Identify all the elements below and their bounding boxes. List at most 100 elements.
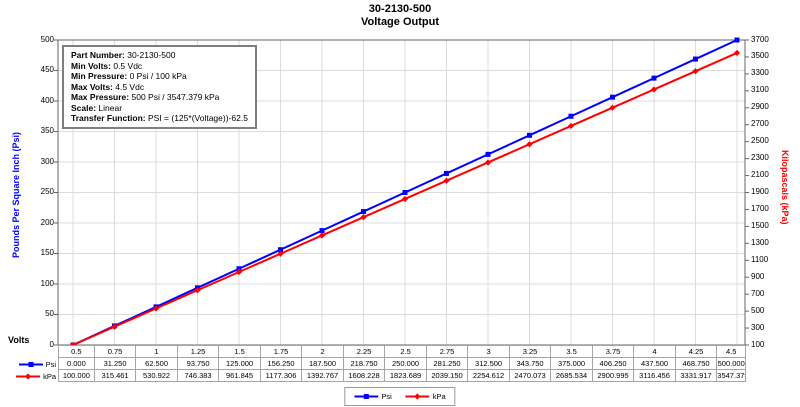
x-axis-title: Volts (8, 335, 30, 345)
x-tick-label: 4 (633, 345, 676, 358)
table-cell: 315.461 (93, 369, 137, 382)
table-cell: 530.922 (135, 369, 178, 382)
row-label-text: kPa (43, 371, 56, 381)
table-cell: 125.000 (218, 357, 261, 370)
x-tick-label: 4.25 (674, 345, 718, 358)
chart-title-line2: Voltage Output (360, 16, 439, 28)
right-axis-tick-label: 1300 (751, 237, 769, 247)
blue-square-marker-icon (18, 361, 43, 367)
x-tick-label: 0.5 (58, 345, 95, 358)
table-cell: 500.000 (716, 357, 747, 370)
table-cell: 156.250 (259, 357, 303, 370)
table-cell: 343.750 (508, 357, 552, 370)
table-cell: 746.383 (176, 369, 220, 382)
table-cell: 218.750 (342, 357, 386, 370)
chart-title-line1: 30-2130-500 (368, 3, 432, 15)
info-line: Min Pressure: 0 Psi / 100 kPa (71, 71, 187, 81)
row-label-text: Psi (45, 359, 56, 369)
info-line: Max Pressure: 500 Psi / 3547.379 kPa (71, 92, 220, 102)
right-axis-tick-label: 1900 (751, 187, 769, 196)
left-axis-tick-label: 300 (40, 156, 54, 166)
table-cell: 2470.073 (508, 369, 552, 382)
x-tick-label: 2.25 (342, 345, 386, 358)
x-tick-label: 3.25 (508, 345, 552, 358)
table-row-label-psi: Psi (0, 358, 56, 370)
table-cell: 312.500 (467, 357, 510, 370)
table-cell: 437.500 (633, 357, 676, 370)
table-cell: 1392.767 (301, 369, 344, 382)
table-cell: 250.000 (384, 357, 427, 370)
table-cell: 100.000 (58, 369, 95, 382)
legend-item-kpa: kPa (405, 392, 446, 401)
left-axis-tick-label: 0 (49, 339, 54, 349)
table-cell: 2254.612 (467, 369, 510, 382)
x-tick-label: 0.75 (93, 345, 137, 358)
table-cell: 3547.379 (716, 369, 747, 382)
chart-title: 30-2130-500 Voltage Output (0, 3, 800, 29)
x-tick-label: 4.5 (716, 345, 747, 358)
table-cell: 3116.456 (633, 369, 676, 382)
data-table: 0.5 0.75 1 1.25 1.5 1.75 2 2.25 2.5 2.75 3 3.25 3.5 3… (58, 345, 747, 382)
table-cell: 62.500 (135, 357, 178, 370)
left-axis-tick-label: 500 (40, 34, 54, 44)
right-axis-tick-label: 100 (751, 339, 765, 349)
right-axis-tick-label: 3100 (751, 85, 769, 95)
legend-label: kPa (432, 392, 446, 401)
x-tick-label: 1.25 (176, 345, 220, 358)
table-cell: 406.250 (591, 357, 635, 370)
right-axis-tick-label: 3500 (751, 51, 769, 61)
right-axis-tick-label: 1100 (751, 254, 769, 264)
left-axis-tick-label: 100 (40, 278, 54, 288)
right-axis-tick-label: 2100 (751, 170, 769, 180)
right-axis-tick-label: 2900 (751, 102, 769, 112)
right-axis-tick-label: 900 (751, 271, 765, 281)
left-axis-tick-label: 400 (40, 95, 54, 105)
left-axis-tick-label: 350 (40, 126, 54, 135)
table-row-kpa: 100.000 315.461 530.922 746.383 961.845 1177.… (58, 369, 747, 382)
legend: Psi kPa (344, 387, 456, 406)
info-box: Part Number: 30-2130-500 Min Volts: 0.5 V… (62, 45, 257, 129)
table-cell: 961.845 (218, 369, 261, 382)
x-tick-label: 3.5 (550, 345, 593, 358)
x-tick-label: 1 (135, 345, 178, 358)
info-line: Min Volts: 0.5 Vdc (71, 60, 143, 71)
right-axis-tick-label: 500 (751, 305, 765, 315)
x-tick-label: 2.5 (384, 345, 427, 358)
info-line: Scale: Linear (71, 102, 123, 113)
right-axis-tick-label: 1500 (751, 220, 769, 230)
table-cell: 281.250 (425, 357, 469, 370)
x-tick-label: 1.5 (218, 345, 261, 358)
table-row-psi: 0.000 31.250 62.500 93.750 125.000 156.250 187… (58, 357, 747, 370)
right-axis-tick-label: 1700 (751, 203, 769, 213)
x-tick-label: 1.75 (259, 345, 303, 358)
table-header-row: 0.5 0.75 1 1.25 1.5 1.75 2 2.25 2.5 2.75 3 3.25 3.5 3… (58, 345, 747, 358)
right-axis-tick-label: 2500 (751, 136, 769, 146)
table-cell: 31.250 (93, 357, 137, 370)
red-diamond-marker-icon (16, 372, 41, 380)
right-axis-tick-label: 3300 (751, 68, 769, 78)
table-cell: 375.000 (550, 357, 593, 370)
info-line: Transfer Function: PSI = (125*(Voltage))… (71, 113, 248, 123)
table-cell: 1608.228 (342, 369, 386, 382)
left-axis-tick-label: 50 (45, 309, 54, 318)
table-cell: 2900.995 (591, 369, 635, 382)
info-line: Max Volts: 4.5 Vdc (71, 81, 145, 92)
right-axis-tick-label: 700 (751, 288, 765, 298)
right-axis-tick-label: 2700 (751, 119, 769, 129)
left-axis-tick-label: 450 (40, 65, 54, 74)
left-axis-tick-label: 150 (40, 248, 54, 257)
x-tick-label: 2 (301, 345, 344, 358)
table-cell: 1177.306 (259, 369, 303, 382)
table-cell: 2685.534 (550, 369, 593, 382)
right-axis-tick-label: 300 (751, 322, 765, 332)
table-cell: 2039.150 (425, 369, 469, 382)
legend-label: Psi (381, 392, 392, 401)
table-cell: 187.500 (301, 357, 344, 370)
left-axis-tick-label: 250 (40, 187, 54, 196)
legend-item-psi: Psi (354, 392, 392, 401)
table-cell: 1823.689 (384, 369, 427, 382)
table-row-label-kpa: kPa (0, 370, 56, 382)
table-cell: 0.000 (58, 357, 95, 370)
table-cell: 93.750 (176, 357, 220, 370)
